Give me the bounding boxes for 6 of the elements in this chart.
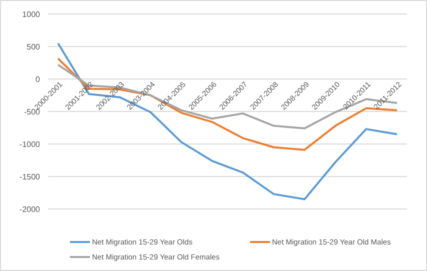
y-tick-label: 500 bbox=[26, 42, 41, 52]
y-tick-label: -1500 bbox=[20, 172, 41, 182]
y-tick-label: -2000 bbox=[20, 204, 41, 214]
y-tick-label: -1000 bbox=[20, 140, 41, 149]
y-tick-label: 1000 bbox=[22, 10, 41, 19]
y-tick-label: 0 bbox=[36, 74, 41, 84]
